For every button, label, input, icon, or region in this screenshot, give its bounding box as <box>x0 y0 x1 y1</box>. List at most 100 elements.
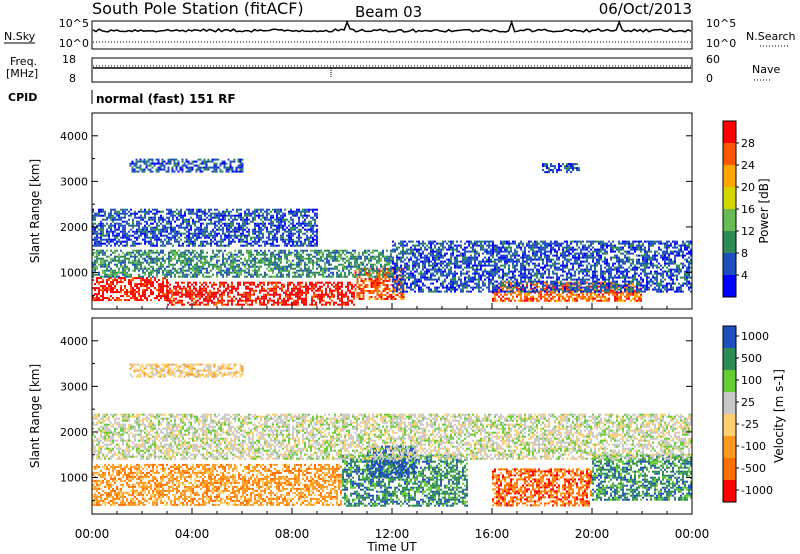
power-cell <box>520 290 522 293</box>
power-cell <box>96 295 98 298</box>
power-cell <box>426 254 428 257</box>
power-cell <box>329 303 331 306</box>
power-cell <box>325 287 327 290</box>
power-cell <box>586 272 588 275</box>
power-cell <box>229 285 231 288</box>
power-cell <box>624 268 626 271</box>
power-cell <box>169 287 171 290</box>
power-cell <box>267 301 269 304</box>
power-cell <box>620 295 622 298</box>
power-cell <box>175 297 177 300</box>
power-cell <box>108 299 110 302</box>
power-cell <box>210 255 212 258</box>
power-cell <box>406 286 408 289</box>
power-cell <box>508 286 510 289</box>
power-cell <box>140 283 142 286</box>
power-cell <box>322 271 324 274</box>
power-cell <box>592 260 594 263</box>
power-cell <box>464 260 466 263</box>
power-cell <box>488 286 490 289</box>
power-cell <box>582 264 584 267</box>
power-cell <box>600 284 602 287</box>
power-cell <box>412 262 414 265</box>
power-cell <box>335 285 337 288</box>
power-cell <box>612 240 614 243</box>
power-cell <box>128 269 130 272</box>
power-cell <box>474 262 476 265</box>
power-cell <box>456 288 458 291</box>
power-cell <box>204 261 206 264</box>
power-cell <box>594 297 596 300</box>
power-cell <box>372 282 375 284</box>
power-cell <box>124 261 126 264</box>
power-cell <box>596 286 598 289</box>
power-cell <box>303 291 305 294</box>
power-cell <box>317 289 319 292</box>
power-cell <box>534 244 536 247</box>
power-cell <box>420 274 422 277</box>
power-cell <box>522 262 524 265</box>
power-cell <box>580 291 582 294</box>
power-cell <box>269 297 271 300</box>
power-cell <box>305 285 307 288</box>
power-cell <box>258 275 260 278</box>
power-cell <box>520 270 522 273</box>
power-cell <box>514 254 516 257</box>
power-cell <box>380 253 382 256</box>
power-cell <box>308 275 310 278</box>
power-cell <box>504 293 506 296</box>
power-cell <box>562 282 564 285</box>
power-cell <box>536 250 538 253</box>
power-cell <box>156 273 158 276</box>
power-cell <box>590 252 592 255</box>
power-cell <box>604 278 606 281</box>
power-cell <box>341 299 343 302</box>
power-cell <box>458 284 460 287</box>
power-cell <box>335 289 337 292</box>
power-cell <box>420 254 422 257</box>
power-cell <box>582 280 584 283</box>
power-cell <box>372 267 374 270</box>
power-cell <box>586 291 588 294</box>
power-cell <box>622 291 624 294</box>
power-cell <box>249 297 251 300</box>
power-cell <box>534 290 536 293</box>
power-cell <box>546 299 548 302</box>
power-cell <box>604 280 606 283</box>
power-cell <box>568 286 570 289</box>
power-cell <box>478 276 480 279</box>
power-cell <box>436 268 438 271</box>
power-cell <box>614 286 616 289</box>
power-cell <box>402 288 404 291</box>
power-cell <box>540 282 542 285</box>
power-cell <box>618 262 620 265</box>
power-cell <box>532 244 534 247</box>
power-cell <box>272 267 274 270</box>
power-cell <box>322 253 324 256</box>
power-cell <box>142 289 144 292</box>
power-cell <box>316 267 318 270</box>
power-cell <box>558 244 560 247</box>
power-cell <box>464 276 466 279</box>
power-cell <box>170 269 172 272</box>
power-cell <box>558 258 560 261</box>
power-cell <box>582 240 584 243</box>
power-cell <box>228 269 230 272</box>
power-cell <box>134 267 136 270</box>
power-cell <box>327 281 329 284</box>
power-cell <box>247 285 249 288</box>
power-cell <box>277 293 279 296</box>
power-cell <box>116 273 118 276</box>
power-cell <box>321 303 323 306</box>
power-cell <box>436 280 438 283</box>
power-cell <box>522 286 524 289</box>
power-cell <box>570 240 572 243</box>
power-cell <box>264 271 266 274</box>
power-cell <box>222 275 224 278</box>
power-cell <box>196 273 198 276</box>
power-cell <box>546 250 548 253</box>
power-cell <box>538 291 540 294</box>
power-cell <box>486 264 488 267</box>
power-cell <box>570 291 572 294</box>
power-cell <box>167 285 169 288</box>
